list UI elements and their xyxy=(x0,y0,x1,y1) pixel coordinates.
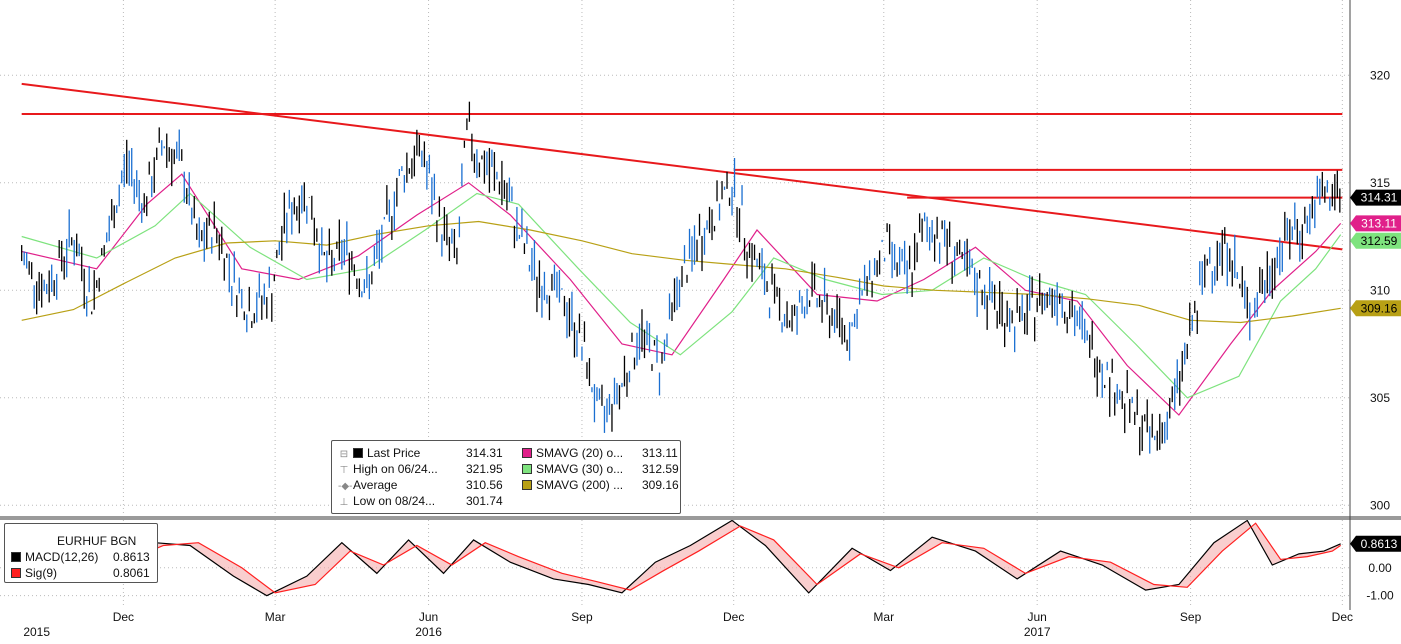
legend-label: Sig(9) xyxy=(25,566,58,580)
panel-separator xyxy=(0,516,1401,520)
legend-label: SMAVG (30) o... xyxy=(536,462,624,476)
legend-value: 314.31 xyxy=(466,446,503,460)
macd-fill xyxy=(21,520,1341,596)
last-value-tag-label: 314.31 xyxy=(1361,191,1398,205)
trendlines xyxy=(21,82,1343,251)
high-marker-icon: ⊤ xyxy=(339,465,349,476)
x-tick-label: Sep xyxy=(571,610,593,624)
last-value-tag xyxy=(1350,232,1401,249)
moving-average-line xyxy=(21,192,1342,399)
year-label: 2017 xyxy=(1024,625,1051,639)
y-tick-label: 315 xyxy=(1370,176,1390,190)
x-tick-label: Mar xyxy=(265,610,286,624)
price-legend[interactable]: ⊟ Last Price 314.31 ⊤ High on 06/24... 321… xyxy=(331,440,681,514)
legend-row-smavg-200: SMAVG (200) ... 309.16 xyxy=(522,477,679,493)
y-tick-label: 310 xyxy=(1370,283,1390,297)
signal-line xyxy=(21,522,1342,594)
last-value-tag xyxy=(1350,300,1401,317)
macd-panel xyxy=(21,519,1342,597)
legend-value: 309.16 xyxy=(642,478,679,492)
series-layer xyxy=(21,173,1342,416)
year-label: 2015 xyxy=(23,625,50,639)
last-value-tag-label: 309.16 xyxy=(1361,301,1398,315)
legend-row-low: ⊥ Low on 08/24... 301.74 xyxy=(338,493,503,509)
legend-label: Low on 08/24... xyxy=(353,494,436,508)
legend-value: 0.8613 xyxy=(113,550,150,564)
x-tick-label: Sep xyxy=(1180,610,1202,624)
last-price-swatch xyxy=(353,448,363,458)
legend-value: 321.95 xyxy=(466,462,503,476)
trendline xyxy=(21,82,1343,251)
x-tick-label: Mar xyxy=(873,610,894,624)
moving-average-line xyxy=(21,173,1342,416)
last-value-tag-label: 0.8613 xyxy=(1361,537,1398,551)
legend-row-smavg-30: SMAVG (30) o... 312.59 xyxy=(522,461,679,477)
macd-legend-title: EURHUF BGN xyxy=(57,534,137,548)
legend-value: 0.8061 xyxy=(113,566,150,580)
year-label: 2016 xyxy=(415,625,442,639)
moving-average-line xyxy=(21,220,1341,324)
x-tick-label: Dec xyxy=(113,610,134,624)
average-marker-icon: -◆- xyxy=(338,481,353,492)
legend-value: 310.56 xyxy=(466,478,503,492)
y-tick-label: 305 xyxy=(1370,391,1390,405)
legend-value: 312.59 xyxy=(642,462,679,476)
x-tick-label: Dec xyxy=(723,610,744,624)
x-tick-label: Jun xyxy=(419,610,438,624)
legend-label: Last Price xyxy=(367,446,421,460)
smavg-30-swatch xyxy=(522,464,532,474)
last-value-tag xyxy=(1350,535,1401,552)
x-tick-label: Dec xyxy=(1332,610,1353,624)
legend-row-last-price: ⊟ Last Price 314.31 xyxy=(338,445,503,461)
last-value-tag-label: 312.59 xyxy=(1361,234,1398,248)
last-value-tags: 314.31 313.11 312.59 309.16 0.8613 xyxy=(1350,189,1401,552)
low-marker-icon: ⊥ xyxy=(339,497,349,508)
collapse-icon[interactable]: ⊟ xyxy=(339,449,349,460)
legend-label: SMAVG (20) o... xyxy=(536,446,624,460)
macd-swatch xyxy=(11,552,21,562)
legend-row-smavg-20: SMAVG (20) o... 313.11 xyxy=(522,445,678,461)
last-value-tag-label: 313.11 xyxy=(1361,216,1397,230)
macd-legend[interactable]: EURHUF BGN MACD(12,26) 0.8613 Sig(9) 0.8… xyxy=(4,523,158,583)
legend-value: 313.11 xyxy=(642,446,678,460)
legend-value: 301.74 xyxy=(466,494,503,508)
y-tick-label: 320 xyxy=(1370,68,1390,82)
legend-row-average: -◆-Average 310.56 xyxy=(338,477,503,493)
last-value-tag xyxy=(1350,215,1401,232)
legend-label: MACD(12,26) xyxy=(25,550,99,564)
legend-label: SMAVG (200) ... xyxy=(536,478,624,492)
smavg-200-swatch xyxy=(522,480,532,490)
price-bars xyxy=(21,101,1341,456)
legend-row-macd: MACD(12,26) 0.8613 xyxy=(11,549,150,565)
macd-line xyxy=(21,519,1341,597)
macd-tick-label: 0.00 xyxy=(1368,561,1392,575)
legend-row-signal: Sig(9) 0.8061 xyxy=(11,565,150,581)
legend-label: High on 06/24... xyxy=(353,462,438,476)
last-value-tag xyxy=(1350,189,1401,206)
y-tick-label: 300 xyxy=(1370,498,1390,512)
legend-label: Average xyxy=(353,478,398,492)
legend-row-high: ⊤ High on 06/24... 321.95 xyxy=(338,461,503,477)
x-tick-label: Jun xyxy=(1027,610,1046,624)
signal-swatch xyxy=(11,568,21,578)
macd-tick-label: -1.00 xyxy=(1366,589,1394,603)
smavg-20-swatch xyxy=(522,448,532,458)
